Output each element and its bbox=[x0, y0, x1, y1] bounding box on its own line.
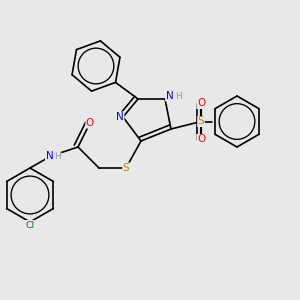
Text: N: N bbox=[116, 112, 124, 122]
Text: S: S bbox=[198, 116, 204, 127]
Text: Cl: Cl bbox=[26, 220, 34, 230]
Text: H: H bbox=[175, 92, 182, 101]
Text: N: N bbox=[166, 91, 173, 101]
Text: H: H bbox=[54, 152, 61, 161]
Text: O: O bbox=[197, 98, 205, 109]
Text: N: N bbox=[46, 151, 53, 161]
Text: O: O bbox=[86, 118, 94, 128]
Text: S: S bbox=[123, 163, 129, 173]
Text: O: O bbox=[197, 134, 205, 145]
